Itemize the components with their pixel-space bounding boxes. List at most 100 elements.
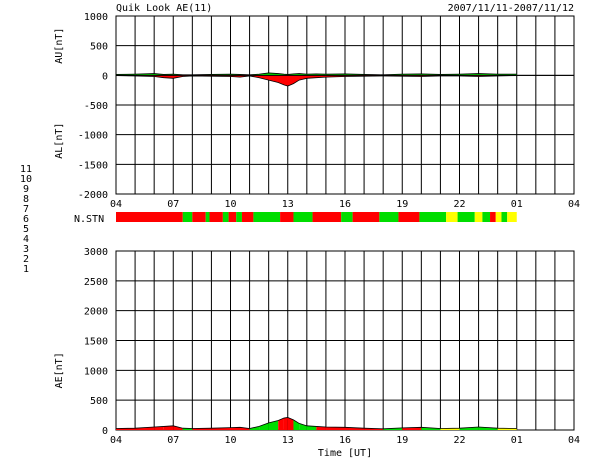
ae-area-segment [135, 427, 155, 430]
station-strip-segment [253, 212, 281, 222]
x-tick-label: 01 [511, 435, 523, 446]
ae-area-segment [306, 425, 317, 430]
ae-area-segment [459, 427, 479, 430]
station-strip [116, 212, 517, 222]
chart-title: Quik Look AE(11) [116, 3, 212, 14]
station-strip-segment [495, 212, 502, 222]
x-tick-label: 22 [453, 199, 465, 210]
station-strip-label: N.STN [74, 214, 104, 225]
ae-axis-label: AE[nT] [54, 352, 65, 388]
x-tick-label: 04 [110, 435, 122, 446]
x-tick-label: 10 [224, 199, 236, 210]
station-count-level: 1 [23, 264, 29, 275]
station-count-level: 6 [23, 214, 29, 225]
y-tick-label: 0 [102, 426, 108, 437]
station-count-level: 11 [20, 164, 32, 175]
ae-area-segment [316, 426, 326, 430]
ae-area-segment [173, 425, 183, 430]
station-strip-segment [398, 212, 420, 222]
au-axis-label: AU[nT] [54, 28, 65, 64]
y-tick-label: 1000 [84, 366, 108, 377]
al-series-line [115, 75, 517, 87]
x-tick-label: 16 [339, 199, 351, 210]
x-tick-label: 22 [453, 435, 465, 446]
station-count-level: 3 [23, 244, 29, 255]
station-strip-segment [236, 212, 242, 222]
y-tick-label: 500 [90, 42, 108, 53]
ae-area-segment [287, 417, 294, 430]
ae-area-segment [325, 427, 345, 430]
station-strip-segment [192, 212, 206, 222]
al-axis-label: AL[nT] [54, 123, 65, 159]
station-strip-segment [507, 212, 517, 222]
station-strip-segment [222, 212, 229, 222]
station-strip-segment [182, 212, 193, 222]
y-tick-label: 500 [90, 396, 108, 407]
station-count-level: 5 [23, 224, 29, 235]
date-range: 2007/11/11-2007/11/12 [448, 3, 574, 14]
ae-area-segment [163, 425, 174, 430]
y-tick-label: 2000 [84, 307, 108, 318]
x-tick-label: 13 [282, 199, 294, 210]
station-strip-segment [501, 212, 508, 222]
x-tick-label: 19 [396, 199, 408, 210]
x-tick-label: 07 [167, 435, 179, 446]
station-strip-segment [446, 212, 458, 222]
station-strip-segment [228, 212, 237, 222]
ae-series-line [115, 417, 517, 430]
station-strip-segment [312, 212, 342, 222]
ae-area-segment [268, 420, 279, 430]
station-strip-segment [352, 212, 380, 222]
station-strip-segment [116, 212, 183, 222]
y-tick-label: -500 [84, 101, 108, 112]
ae-area-segment [299, 423, 307, 430]
x-tick-label: 04 [568, 435, 580, 446]
y-tick-label: 1500 [84, 337, 108, 348]
station-strip-segment [419, 212, 447, 222]
station-strip-segment [457, 212, 475, 222]
ae-area-segment [230, 427, 241, 430]
x-axis-label: Time [UT] [318, 448, 372, 459]
ae-area-segment [259, 422, 269, 430]
ae-area-segment [278, 418, 284, 430]
y-tick-label: 3000 [84, 247, 108, 258]
station-strip-segment [482, 212, 491, 222]
station-count-level: 4 [23, 234, 29, 245]
station-strip-segment [474, 212, 483, 222]
station-count-level: 8 [23, 194, 29, 205]
ae-area-segment [283, 417, 288, 430]
station-strip-segment [293, 212, 313, 222]
y-tick-label: 2500 [84, 277, 108, 288]
y-tick-label: 0 [102, 71, 108, 82]
ae-area-segment [478, 427, 498, 430]
ae-area-segment [293, 419, 300, 430]
station-count-level: 2 [23, 254, 29, 265]
y-tick-label: -1000 [78, 131, 108, 142]
station-strip-segment [379, 212, 399, 222]
station-count-level: 10 [20, 174, 32, 185]
y-tick-label: -1500 [78, 160, 108, 171]
au-series-line [115, 72, 517, 76]
x-tick-label: 04 [568, 199, 580, 210]
x-tick-label: 07 [167, 199, 179, 210]
station-count-level: 9 [23, 184, 29, 195]
station-strip-segment [205, 212, 210, 222]
x-tick-label: 19 [396, 435, 408, 446]
x-tick-label: 10 [224, 435, 236, 446]
x-tick-label: 13 [282, 435, 294, 446]
station-count-level: 7 [23, 204, 29, 215]
station-strip-segment [209, 212, 223, 222]
station-strip-segment [341, 212, 353, 222]
x-tick-label: 04 [110, 199, 122, 210]
x-tick-label: 01 [511, 199, 523, 210]
y-tick-label: -2000 [78, 190, 108, 201]
x-tick-label: 16 [339, 435, 351, 446]
y-tick-label: 1000 [84, 12, 108, 23]
station-strip-segment [490, 212, 496, 222]
station-strip-segment [280, 212, 294, 222]
station-strip-segment [241, 212, 254, 222]
